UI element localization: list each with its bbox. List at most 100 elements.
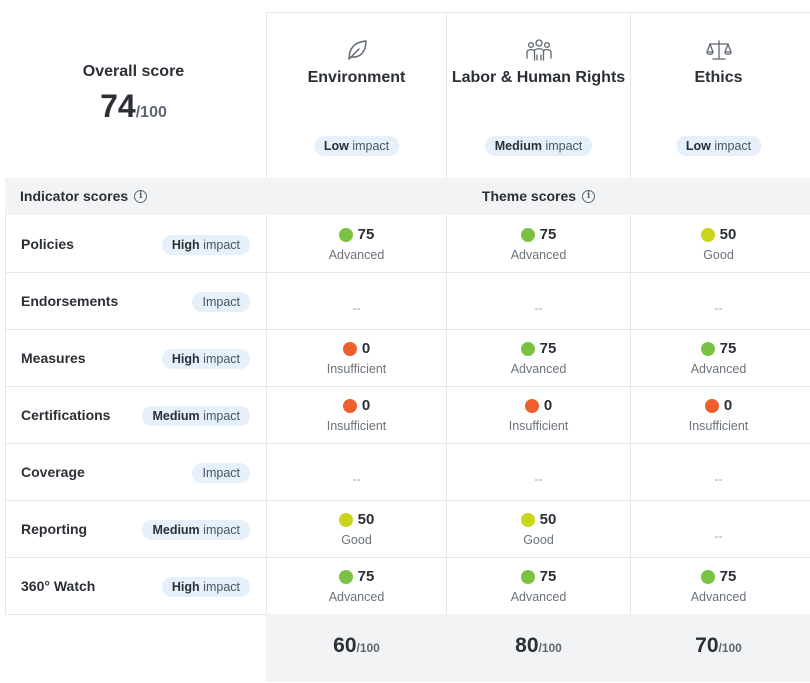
score-level: Good — [703, 248, 734, 262]
score-value: 50 — [631, 226, 806, 243]
score-number: 75 — [539, 340, 557, 357]
status-dot — [338, 569, 353, 584]
score-level: Advanced — [328, 590, 385, 604]
score-value: 0 — [267, 340, 446, 357]
theme-score-cell: -- — [267, 272, 446, 329]
score-number: 75 — [357, 226, 375, 243]
score-level: Good — [523, 533, 554, 547]
row-divider — [5, 557, 810, 558]
total-score-number: 60 — [333, 634, 357, 657]
status-dot — [342, 341, 357, 356]
score-value: 75 — [447, 568, 630, 585]
impact-badge: Medium impact — [142, 406, 250, 426]
impact-badge: Impact — [192, 463, 250, 483]
status-dot — [520, 569, 535, 584]
indicator-name: 360° Watch — [21, 578, 96, 594]
theme-score-cell: -- — [447, 272, 630, 329]
score-value: 50 — [267, 511, 446, 528]
theme-score-cell: -- — [447, 443, 630, 500]
theme-score-cell: 75 Advanced — [447, 557, 630, 614]
status-dot — [338, 227, 353, 242]
total-score-number: 80 — [515, 634, 539, 657]
score-value: 75 — [267, 226, 446, 243]
info-icon[interactable]: i — [582, 189, 596, 203]
impact-word: impact — [203, 580, 240, 594]
status-dot — [704, 398, 719, 413]
score-number: 0 — [543, 397, 553, 414]
info-icon[interactable]: i — [134, 189, 148, 203]
indicator-name: Reporting — [21, 521, 88, 537]
indicator-scores-header: Indicator scores i — [20, 188, 148, 204]
empty-score: -- — [534, 301, 543, 315]
theme-header-environment: Environment Low impact — [267, 12, 446, 178]
indicator-row-label: Measures High impact — [5, 329, 267, 386]
impact-level: Low — [685, 139, 711, 153]
theme-score-cell: -- — [631, 500, 806, 557]
impact-level: Medium — [152, 409, 200, 423]
impact-badge: High impact — [161, 235, 250, 255]
theme-header-ethics: Ethics Low impact — [631, 12, 806, 178]
row-divider — [5, 272, 810, 273]
status-dot — [338, 512, 353, 527]
overall-score: Overall score 74/100 — [0, 0, 267, 178]
score-level: Insufficient — [326, 362, 387, 376]
divider — [5, 178, 6, 615]
score-number: 75 — [719, 340, 737, 357]
status-dot — [520, 227, 535, 242]
indicator-name: Coverage — [21, 464, 85, 480]
indicator-row-label: Certifications Medium impact — [5, 386, 267, 443]
indicator-row-label: Endorsements Impact — [5, 272, 267, 329]
leaf-icon — [267, 38, 446, 62]
indicator-row-label: Policies High impact — [5, 215, 267, 272]
theme-name: Labor & Human Rights — [451, 69, 626, 86]
indicator-name: Certifications — [21, 407, 111, 423]
status-dot — [700, 569, 715, 584]
score-value: 75 — [267, 568, 446, 585]
empty-score: -- — [714, 529, 723, 543]
theme-score-cell: 0 Insufficient — [267, 386, 446, 443]
impact-badge: Low impact — [313, 136, 400, 156]
theme-score-cell: -- — [267, 443, 446, 500]
theme-score-cell: 75 Advanced — [447, 215, 630, 272]
theme-total-score: 80/100 — [447, 614, 630, 682]
theme-score-cell: 75 Advanced — [267, 557, 446, 614]
indicator-scores-label: Indicator scores — [20, 188, 129, 204]
score-value: 75 — [447, 226, 630, 243]
impact-word: impact — [203, 352, 240, 366]
impact-level: Medium — [494, 139, 542, 153]
score-value: 75 — [631, 568, 806, 585]
score-number: 50 — [357, 511, 375, 528]
theme-score-cell: 75 Advanced — [631, 557, 806, 614]
impact-badge: Medium impact — [484, 136, 593, 156]
status-dot — [520, 512, 535, 527]
score-number: 75 — [539, 226, 557, 243]
impact-badge: High impact — [161, 577, 250, 597]
overall-score-value: 74/100 — [0, 88, 267, 125]
theme-score-cell: 75 Advanced — [447, 329, 630, 386]
indicator-name: Policies — [21, 236, 74, 252]
impact-badge: Medium impact — [142, 520, 250, 540]
score-number: 0 — [723, 397, 733, 414]
impact-word: impact — [352, 139, 390, 153]
impact-level: High — [171, 352, 200, 366]
divider — [266, 12, 810, 13]
empty-score: -- — [352, 301, 361, 315]
indicator-row-label: 360° Watch High impact — [5, 557, 267, 614]
score-number: 75 — [719, 568, 737, 585]
row-divider — [5, 500, 810, 501]
divider — [266, 12, 267, 682]
overall-score-out-of: /100 — [135, 104, 167, 121]
score-level: Advanced — [690, 590, 747, 604]
impact-word: impact — [203, 238, 240, 252]
total-score-out-of: /100 — [538, 641, 562, 655]
score-number: 50 — [539, 511, 557, 528]
theme-score-cell: 50 Good — [267, 500, 446, 557]
theme-total-score: 70/100 — [631, 614, 806, 682]
indicator-name: Measures — [21, 350, 86, 366]
score-level: Insufficient — [688, 419, 749, 433]
empty-score: -- — [714, 472, 723, 486]
score-value: 50 — [447, 511, 630, 528]
people-group-icon — [447, 38, 630, 62]
score-level: Advanced — [510, 248, 567, 262]
score-number: 75 — [539, 568, 557, 585]
